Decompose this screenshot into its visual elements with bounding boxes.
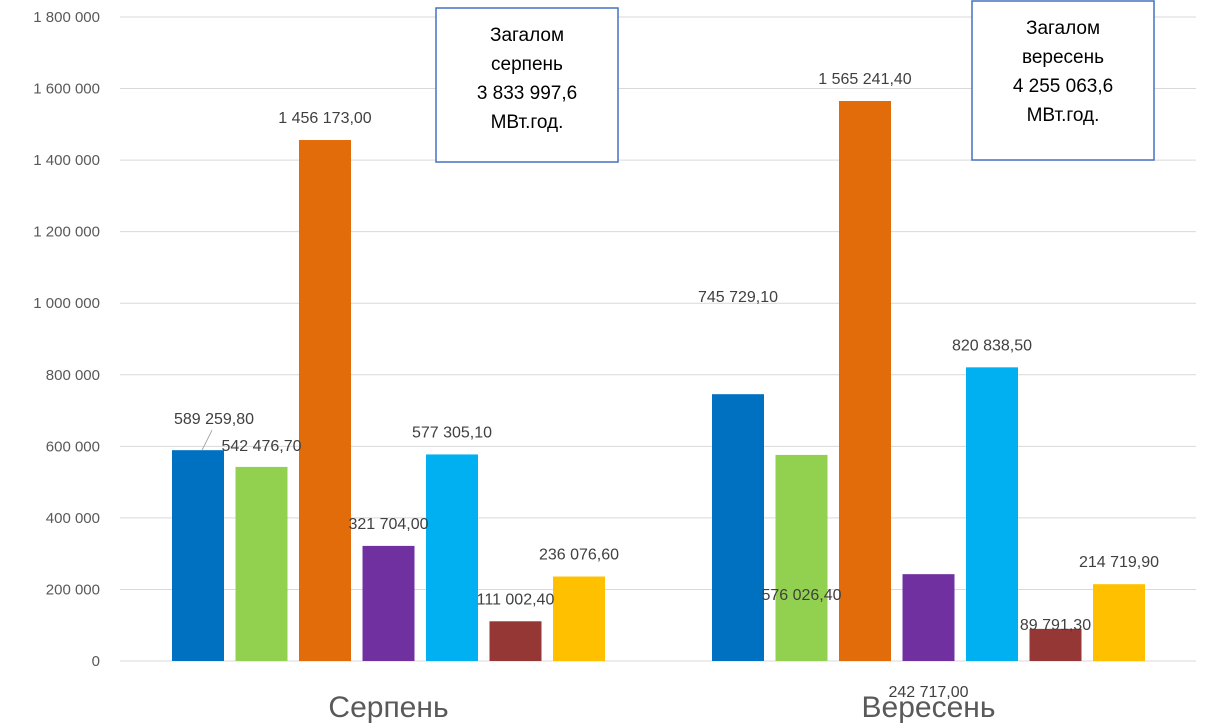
annotation-text: Загалом	[1026, 18, 1100, 39]
bar-4-Серпень	[362, 545, 415, 661]
annotation-text: вересень	[1022, 47, 1104, 68]
bar-3-Вересень	[839, 100, 891, 662]
data-label: 236 076,60	[539, 547, 619, 564]
annotation-text: МВт.год.	[1027, 105, 1100, 126]
data-label: 589 259,80	[174, 411, 254, 428]
y-tick-label: 1 800 000	[33, 9, 100, 26]
y-tick-label: 0	[92, 653, 100, 670]
annotation-text: серпень	[491, 54, 563, 75]
data-label: 577 305,10	[412, 424, 492, 441]
y-tick-label: 1 000 000	[33, 295, 100, 312]
data-label: 242 717,00	[888, 684, 968, 701]
bar-2-Вересень	[775, 454, 828, 661]
y-tick-label: 1 200 000	[33, 224, 100, 241]
bar-1-Вересень	[712, 394, 764, 661]
bar-7-Вересень	[1093, 584, 1145, 661]
annotation-text: 3 833 997,6	[477, 83, 577, 104]
y-tick-label: 800 000	[46, 367, 100, 384]
data-label: 745 729,10	[698, 289, 778, 306]
data-label: 576 026,40	[761, 587, 841, 604]
data-label: 820 838,50	[952, 337, 1032, 354]
bar-6-Вересень	[1029, 628, 1082, 661]
bar-7-Серпень	[553, 576, 605, 661]
annotation-box	[971, 0, 1155, 161]
bar-2-Серпень	[235, 466, 288, 661]
data-label: 214 719,90	[1079, 554, 1159, 571]
data-label: 111 002,40	[477, 591, 555, 608]
data-label-leader	[201, 429, 213, 451]
annotation-box	[435, 7, 619, 163]
y-tick-label: 400 000	[46, 510, 100, 527]
annotation-text: Загалом	[490, 25, 564, 46]
annotation-text: МВт.год.	[491, 112, 564, 133]
data-label: 1 565 241,40	[818, 71, 912, 88]
data-label: 89 791,30	[1020, 617, 1091, 634]
annotation-text: 4 255 063,6	[1013, 76, 1113, 97]
data-label: 321 704,00	[348, 516, 428, 533]
data-label: 1 456 173,00	[278, 110, 372, 127]
bar-5-Серпень	[426, 454, 478, 661]
category-label: Серпень	[328, 691, 448, 724]
bar-4-Вересень	[902, 574, 955, 661]
y-tick-label: 600 000	[46, 438, 100, 455]
category-label: Вересень	[862, 691, 996, 724]
bar-3-Серпень	[299, 140, 351, 661]
data-label: 542 476,70	[221, 438, 301, 455]
y-tick-label: 200 000	[46, 581, 100, 598]
bar-6-Серпень	[489, 621, 542, 661]
y-tick-label: 1 400 000	[33, 152, 100, 169]
y-tick-label: 1 600 000	[33, 81, 100, 98]
bar-5-Вересень	[966, 367, 1018, 661]
bar-1-Серпень	[172, 450, 224, 661]
